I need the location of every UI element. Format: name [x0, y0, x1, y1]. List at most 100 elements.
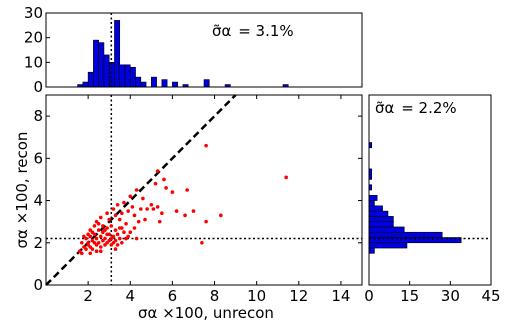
scatter-point: [124, 221, 128, 226]
right-annotation-value: = 2.2%: [401, 99, 456, 117]
histogram-bar: [151, 76, 157, 88]
scatter-point: [149, 202, 154, 207]
scatter-point: [170, 190, 175, 194]
scatter-point: [105, 211, 109, 216]
x-tick-label: 14: [331, 287, 350, 305]
scatter-point: [82, 234, 86, 239]
x-tick-label: 8: [210, 287, 220, 305]
x-tick-label: 12: [289, 287, 308, 305]
scatter-point: [115, 202, 120, 207]
right-histogram-annotation: σ̃α = 2.2%: [375, 99, 457, 117]
x-tick-label: 15: [400, 287, 419, 305]
top-annotation-symbol: σ̃α: [212, 22, 232, 40]
histogram-bar: [129, 66, 136, 88]
histogram-bar: [368, 200, 375, 207]
x-tick-label: 4: [125, 287, 135, 305]
histogram-bar: [108, 62, 115, 88]
scatter-point: [113, 228, 118, 232]
scatter-point: [204, 219, 208, 224]
scatter-point: [101, 224, 105, 228]
histogram-bar: [368, 216, 394, 222]
scatter-point: [98, 234, 103, 239]
scatter-x-ticks: 2 4 6 8 10 12 14: [83, 95, 350, 305]
scatter-point: [111, 207, 116, 211]
scatter-point: [117, 217, 122, 222]
scatter-point: [204, 143, 208, 148]
scatter-point: [200, 240, 204, 245]
scatter-points: [77, 143, 288, 256]
scatter-point: [96, 228, 101, 232]
right-histogram-bars: [368, 142, 462, 254]
scatter-point: [107, 217, 111, 222]
scatter-point: [94, 249, 99, 254]
scatter-point: [284, 175, 288, 180]
y-tick-label: 0: [33, 78, 43, 96]
histogram-bar: [93, 39, 99, 88]
scatter-point: [160, 211, 164, 216]
scatter-point: [174, 209, 179, 213]
scatter-point: [111, 234, 116, 239]
scatter-point: [126, 234, 130, 239]
histogram-bar: [114, 20, 121, 88]
scatter-point: [113, 213, 118, 218]
right-histogram-x-ticks: 0 15 30 45: [364, 281, 501, 305]
histogram-bar: [368, 210, 389, 217]
top-annotation-value: = 3.1%: [238, 22, 293, 40]
top-histogram-y-ticks: 0 10 20 30: [24, 4, 50, 96]
scatter-point: [98, 249, 103, 254]
right-histogram-frame: [368, 94, 492, 286]
histogram-bar: [368, 221, 394, 228]
scatter-point: [145, 207, 149, 211]
right-annotation-symbol: σ̃α: [375, 99, 395, 117]
scatter-point: [103, 236, 107, 241]
x-tick-label: 30: [441, 287, 460, 305]
x-tick-label: 45: [481, 287, 500, 305]
scatter-point: [132, 213, 137, 218]
histogram-bar: [368, 205, 383, 212]
scatter-point: [90, 247, 95, 251]
histogram-bar: [368, 226, 405, 233]
x-tick-label: 10: [247, 287, 266, 305]
scatter-reference-line: [45, 94, 237, 286]
scatter-y-axis-label: σα ×100, recon: [13, 132, 31, 249]
scatter-point: [105, 232, 109, 237]
y-tick-label: 30: [24, 4, 43, 22]
scatter-point: [162, 177, 166, 182]
scatter-point: [157, 219, 162, 224]
scatter-point: [155, 169, 160, 173]
histogram-bar: [368, 247, 375, 254]
histogram-bar: [119, 64, 126, 88]
x-tick-label: 6: [168, 287, 178, 305]
scatter-x-axis-label: σα ×100, unrecon: [138, 304, 274, 322]
scatter-point: [96, 221, 101, 226]
scatter-point: [126, 209, 130, 213]
scatter-point: [103, 228, 107, 232]
histogram-bar: [140, 81, 147, 88]
scatter-point: [183, 213, 187, 218]
y-tick-label: 4: [33, 192, 43, 210]
top-histogram-annotation: σ̃α = 3.1%: [212, 22, 294, 40]
scatter-point: [153, 181, 158, 186]
top-histogram-panel: 0 10 20 30 σ̃α = 3.1%: [24, 4, 363, 96]
scatter-point: [90, 230, 95, 235]
scatter-point: [219, 213, 223, 218]
y-tick-label: 6: [33, 149, 43, 167]
scatter-point: [164, 186, 168, 190]
scatter-point: [151, 207, 156, 211]
histogram-bar: [124, 64, 131, 88]
scatter-point: [94, 236, 99, 241]
scatter-point: [128, 230, 133, 235]
scatter-point: [139, 207, 143, 211]
scatter-point: [155, 205, 160, 209]
scatter-point: [185, 188, 189, 192]
histogram-bar: [172, 81, 178, 88]
scatter-point: [113, 247, 118, 251]
scatter-point: [115, 243, 120, 247]
histogram-bar: [203, 79, 210, 88]
histogram-bar: [368, 231, 443, 238]
x-tick-label: 2: [83, 287, 93, 305]
scatter-point: [80, 240, 84, 245]
right-histogram-panel: 0 15 30 45 σ̃α = 2.2%: [364, 94, 501, 305]
scatter-point: [141, 196, 145, 201]
